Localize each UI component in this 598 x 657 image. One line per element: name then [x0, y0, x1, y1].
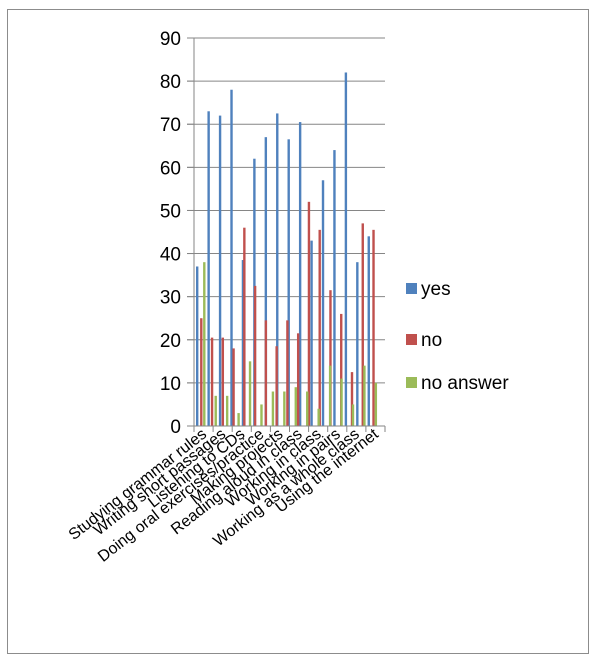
y-tick-label: 50	[160, 201, 181, 222]
bar-yes	[310, 240, 313, 426]
bar-no	[275, 346, 278, 426]
bar-yes	[218, 115, 222, 426]
bar-no	[286, 320, 289, 426]
bar-yes	[367, 236, 370, 426]
bar-no-answer	[317, 408, 320, 426]
bar-yes	[207, 111, 210, 427]
bar-yes	[321, 180, 325, 426]
bar-no-answer	[203, 262, 206, 426]
bar-no	[318, 229, 321, 426]
bar-no-answer	[214, 395, 217, 426]
bar-chart: 0 10 20 30 40 50 60 70 80 90 Studying grammar rul…	[66, 29, 510, 566]
bar-yes	[356, 262, 359, 426]
bars	[196, 72, 378, 427]
y-tick-label: 80	[160, 72, 181, 93]
legend-swatch-no	[406, 334, 417, 345]
y-tick-label: 0	[170, 417, 181, 438]
bar-no	[210, 337, 214, 426]
bar-yes	[264, 137, 268, 426]
legend-swatch-yes	[406, 283, 417, 294]
gridlines	[187, 37, 385, 427]
bar-yes	[344, 72, 348, 426]
bar-no	[340, 313, 343, 426]
bar-no-answer	[363, 365, 366, 426]
bar-no	[361, 223, 364, 426]
bar-yes	[287, 139, 290, 427]
bar-yes	[230, 89, 233, 426]
chart-frame: 0 10 20 30 40 50 60 70 80 90 Studying grammar rul…	[7, 9, 589, 654]
bar-no	[200, 318, 203, 426]
bar-no-answer	[260, 404, 263, 426]
bar-yes	[298, 122, 302, 427]
bar-no-answer	[283, 391, 286, 426]
bar-yes	[333, 150, 336, 427]
legend: yes no no answer	[406, 279, 509, 394]
bar-no-answer	[351, 404, 355, 426]
bar-no-answer	[271, 391, 275, 426]
bar-no	[232, 348, 235, 426]
bar-no-answer	[328, 365, 332, 426]
bar-no-answer	[237, 413, 240, 426]
legend-label-no: no	[421, 330, 442, 351]
bar-no	[243, 227, 246, 426]
axes	[193, 38, 386, 432]
bar-no-answer	[248, 361, 252, 426]
y-tick-label: 60	[160, 158, 181, 179]
bar-no	[307, 201, 311, 426]
bar-no	[296, 333, 300, 426]
legend-swatch-no-answer	[406, 377, 417, 388]
y-tick-label: 20	[160, 331, 181, 352]
y-tick-label: 30	[160, 288, 181, 309]
bar-yes	[241, 260, 245, 426]
legend-label-yes: yes	[421, 279, 451, 300]
legend-label-no-answer: no answer	[421, 373, 509, 394]
y-tick-labels: 0 10 20 30 40 50 60 70 80 90	[160, 29, 181, 438]
bar-yes	[276, 113, 279, 426]
bar-no	[350, 372, 354, 426]
y-tick-label: 10	[160, 374, 181, 395]
bar-no-answer	[340, 378, 343, 426]
bar-no	[253, 285, 257, 426]
bar-no	[372, 229, 375, 426]
bar-no	[264, 320, 268, 426]
y-tick-label: 70	[160, 115, 181, 136]
bar-no	[221, 337, 225, 426]
bar-no	[329, 290, 332, 426]
bar-no-answer	[374, 382, 378, 426]
bar-yes	[196, 266, 199, 426]
y-tick-label: 90	[160, 29, 181, 50]
bar-no-answer	[225, 395, 229, 426]
y-tick-label: 40	[160, 245, 181, 266]
bar-no-answer	[306, 391, 309, 426]
bar-no-answer	[294, 387, 297, 426]
